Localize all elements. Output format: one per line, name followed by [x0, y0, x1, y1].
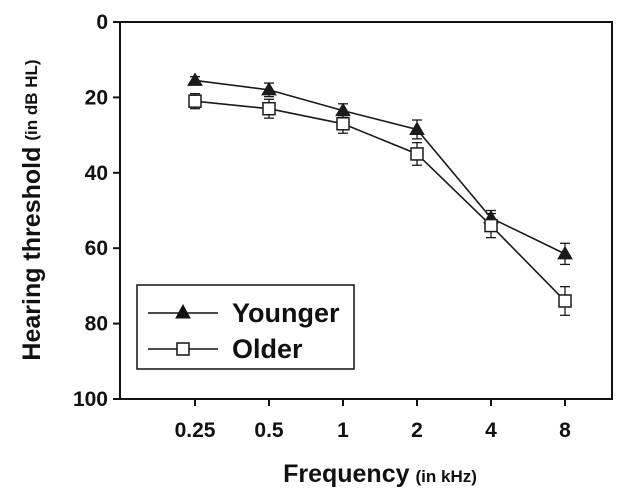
x-axis: 0.25 0.5 1 2 4 8: [175, 399, 571, 442]
x-tick-label: 8: [559, 419, 571, 442]
data-point-younger: [261, 81, 277, 96]
series-line: [194, 79, 566, 255]
series-layer: [187, 72, 573, 316]
data-point-younger: [187, 72, 203, 86]
y-axis: 0 20 40 60 80 100: [73, 11, 120, 411]
y-axis-title-main: Hearing threshold: [18, 147, 46, 361]
x-axis-title-unit: (in kHz): [416, 467, 477, 486]
y-axis-title-unit: (in dB HL): [22, 59, 41, 140]
series-older: [188, 92, 572, 316]
data-point-older: [484, 218, 498, 233]
x-tick-label: 2: [411, 419, 423, 442]
x-axis-title: Frequency (in kHz): [283, 460, 477, 488]
data-point-younger: [409, 121, 425, 135]
svg-text:Hearing threshold(in dB HL): Hearing threshold (in dB HL): [18, 59, 46, 360]
legend: Younger Older: [136, 284, 355, 370]
y-axis-title: Hearing threshold (in dB HL): [18, 59, 46, 360]
y-tick-label: 40: [85, 162, 108, 185]
x-tick-label: 0.5: [254, 419, 284, 442]
data-point-older: [558, 294, 572, 308]
y-tick-label: 60: [85, 237, 108, 260]
plot-frame: [119, 21, 613, 400]
y-tick-label: 100: [73, 388, 108, 411]
y-tick-label: 20: [85, 86, 108, 109]
legend-younger-marker: [175, 303, 191, 319]
data-point-younger: [557, 245, 573, 260]
series-younger: [187, 72, 573, 266]
data-point-older: [188, 94, 202, 108]
legend-younger-label: Younger: [232, 298, 340, 328]
legend-older-marker: [176, 342, 190, 356]
y-tick-label: 80: [85, 313, 108, 336]
x-axis-title-main: Frequency: [283, 460, 410, 488]
data-point-older: [262, 101, 276, 116]
x-tick-label: 1: [337, 419, 349, 442]
x-tick-label: 4: [485, 419, 497, 442]
y-tick-label: 0: [96, 11, 108, 34]
data-point-older: [410, 147, 424, 161]
x-tick-label: 0.25: [175, 419, 216, 442]
data-point-older: [336, 117, 350, 131]
series-line: [194, 100, 566, 302]
legend-older-label: Older: [232, 334, 303, 364]
legend-box: [136, 284, 355, 370]
